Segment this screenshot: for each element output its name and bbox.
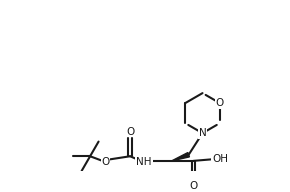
Text: N: N — [199, 128, 206, 138]
Text: O: O — [216, 98, 224, 108]
Text: O: O — [102, 157, 110, 167]
Text: O: O — [126, 127, 134, 137]
Text: NH: NH — [136, 157, 152, 167]
Polygon shape — [172, 152, 189, 161]
Text: OH: OH — [212, 154, 228, 164]
Text: O: O — [189, 180, 197, 190]
